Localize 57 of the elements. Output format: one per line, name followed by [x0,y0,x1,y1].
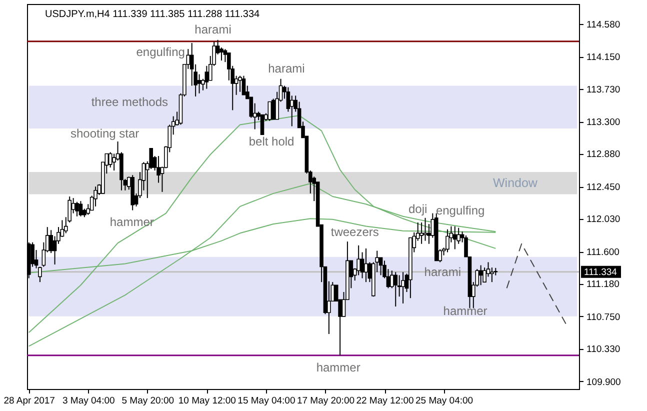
annotation: shooting star [70,126,140,141]
y-tick-label: 111.180 [586,279,620,290]
candlestick [364,248,368,283]
annotation: engulfing [136,45,185,60]
y-tick-label: 114.580 [586,19,620,30]
candlestick [268,101,272,122]
y-tick-label: 109.900 [586,376,621,388]
x-tick-label: 17 May 20:00 [296,396,355,406]
x-tick-label: 22 May 12:00 [356,396,414,406]
candlestick [94,186,98,207]
candlestick [197,74,202,94]
candlestick [394,272,398,307]
annotation: harami [424,264,461,279]
chart-title: USDJPY.m,H4 111.339 111.385 111.288 111.334 [45,9,260,20]
y-tick-label: 114.150 [586,52,620,64]
annotation: tweezers [330,224,379,239]
band-label: Window [493,176,538,190]
candlestick [401,272,405,304]
y-tick-label: 113.300 [586,117,620,128]
candlestick [271,98,276,120]
candlestick [490,267,494,283]
candlestick [220,47,224,62]
x-tick-label: 25 May 04:00 [415,396,474,406]
y-tick-label: 110.750 [586,312,620,323]
annotation: engulfing [436,203,485,218]
x-tick-label: 3 May 04:00 [62,396,115,406]
candlestick [242,75,246,96]
x-tick-label: 10 May 12:00 [178,396,236,406]
candlestick [75,201,79,217]
candlestick [204,65,209,90]
x-tick-label: 15 May 04:00 [238,396,296,406]
annotation: harami [194,22,232,36]
y-tick-label: 112.030 [586,214,620,226]
y-tick-label: 112.880 [586,149,620,160]
annotation: hammer [316,360,360,374]
candlestick [356,244,360,276]
candlestick [108,152,112,168]
x-tick-label: 5 May 20:00 [122,396,174,406]
annotation: hammer [110,214,154,229]
y-tick-label: 111.600 [586,247,620,258]
y-tick-label: 112.450 [586,182,620,194]
candlestick [478,264,483,286]
annotation: three methods [91,95,168,110]
annotation: harami [268,62,305,76]
candlestick [446,228,450,253]
ref-line-label: 111.334 [584,266,617,278]
candlestick [290,95,294,127]
candlestick [78,200,83,217]
annotation: doji [408,202,428,216]
candlestick [260,114,264,136]
candlestick [420,222,424,244]
annotation: belt hold [248,134,294,148]
y-tick-label: 110.330 [586,344,620,356]
candlestick [238,75,242,92]
annotation: hammer [443,304,488,318]
x-tick-label: 28 Apr 2017 [4,396,55,406]
y-tick-label: 113.730 [586,84,620,96]
